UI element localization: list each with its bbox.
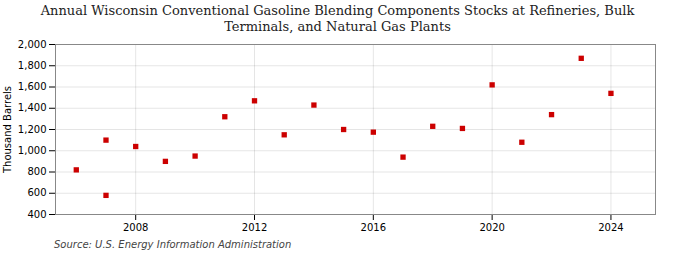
svg-text:1,200: 1,200 — [18, 124, 47, 135]
svg-text:1,000: 1,000 — [18, 145, 47, 156]
svg-text:1,400: 1,400 — [18, 103, 47, 114]
svg-text:2,000: 2,000 — [18, 39, 47, 50]
html-text:Annual Wisconsin Conventional: Annual Wisconsin Conventional Gasoline B… — [40, 3, 635, 18]
svg-text:400: 400 — [27, 209, 46, 220]
svg-text:2008: 2008 — [123, 222, 148, 233]
svg-text:2016: 2016 — [361, 222, 386, 233]
svg-text:1,800: 1,800 — [18, 60, 47, 71]
svg-text:Thousand Barrels: Thousand Barrels — [2, 86, 13, 174]
html-text:Source: U.S. Energy Informatio: Source: U.S. Energy Information Administ… — [54, 239, 292, 251]
svg-text:2012: 2012 — [242, 222, 267, 233]
svg-text:600: 600 — [27, 188, 46, 199]
svg-text:2020: 2020 — [479, 222, 504, 233]
svg-text:800: 800 — [27, 166, 46, 177]
svg-text:2024: 2024 — [598, 222, 623, 233]
svg-text:1,600: 1,600 — [18, 81, 47, 92]
html-text:Terminals, and Natural Gas Pla: Terminals, and Natural Gas Plants — [224, 18, 451, 34]
